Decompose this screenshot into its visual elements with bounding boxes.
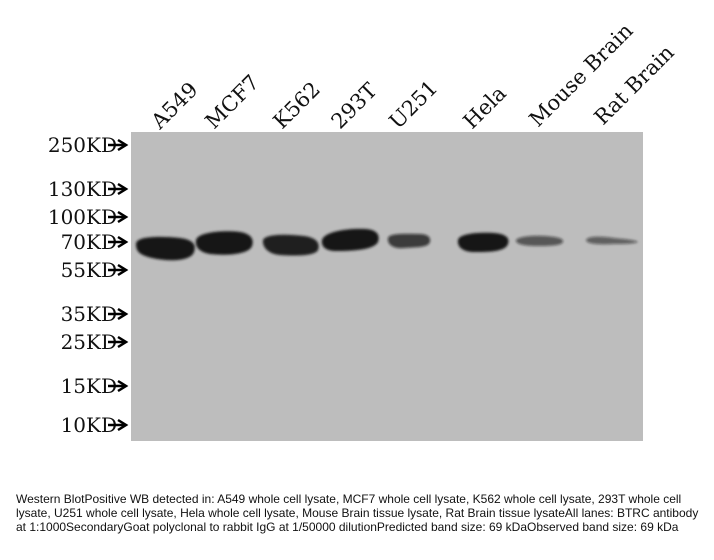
lane-label-mcf7: MCF7 bbox=[201, 70, 264, 133]
marker-25kd: 25KD bbox=[61, 330, 129, 354]
band-a549 bbox=[136, 236, 195, 261]
marker-130kd: 130KD bbox=[48, 177, 129, 201]
arrow-head-icon bbox=[117, 418, 129, 432]
band-k562 bbox=[262, 234, 319, 256]
marker-label: 130KD bbox=[48, 177, 117, 201]
arrow-head-icon bbox=[117, 182, 129, 196]
lane-label-a549: A549 bbox=[146, 77, 203, 134]
lane-label-u251: U251 bbox=[385, 76, 443, 134]
marker-10kd: 10KD bbox=[61, 413, 129, 437]
mw-markers: 250KD 130KD 100KD 70KD 55KD 35KD bbox=[48, 133, 129, 437]
marker-label: 70KD bbox=[61, 230, 117, 254]
lane-label-hela: Hela bbox=[459, 81, 511, 133]
marker-label: 25KD bbox=[61, 330, 117, 354]
arrow-head-icon bbox=[117, 138, 129, 152]
lane-label-293t: 293T bbox=[327, 78, 382, 133]
marker-label: 15KD bbox=[61, 374, 117, 398]
band-hela bbox=[457, 232, 509, 252]
arrow-head-icon bbox=[117, 263, 129, 277]
marker-label: 250KD bbox=[48, 133, 117, 157]
band-mouse-brain bbox=[515, 235, 564, 246]
arrow-head-icon bbox=[117, 335, 129, 349]
blot-membrane bbox=[131, 132, 643, 441]
marker-label: 55KD bbox=[61, 258, 117, 282]
band-mcf7 bbox=[195, 231, 253, 255]
marker-70kd: 70KD bbox=[61, 230, 129, 254]
lane-labels: A549 MCF7 K562 293T U251 Hela Mouse Brai… bbox=[146, 19, 679, 135]
marker-label: 35KD bbox=[61, 302, 117, 326]
lane-label-k562: K562 bbox=[269, 77, 325, 133]
marker-label: 100KD bbox=[48, 205, 117, 229]
marker-55kd: 55KD bbox=[61, 258, 129, 282]
arrow-head-icon bbox=[117, 210, 129, 224]
marker-250kd: 250KD bbox=[48, 133, 129, 157]
band-u251 bbox=[387, 233, 431, 249]
arrow-head-icon bbox=[117, 379, 129, 393]
marker-35kd: 35KD bbox=[61, 302, 129, 326]
arrow-head-icon bbox=[117, 307, 129, 321]
figure-caption: Western BlotPositive WB detected in: A54… bbox=[16, 492, 699, 534]
marker-15kd: 15KD bbox=[61, 374, 129, 398]
protein-bands bbox=[136, 228, 638, 261]
marker-100kd: 100KD bbox=[48, 205, 129, 229]
band-293t bbox=[321, 228, 379, 251]
arrow-head-icon bbox=[117, 235, 129, 249]
band-rat-brain bbox=[586, 236, 638, 245]
marker-label: 10KD bbox=[61, 413, 117, 437]
